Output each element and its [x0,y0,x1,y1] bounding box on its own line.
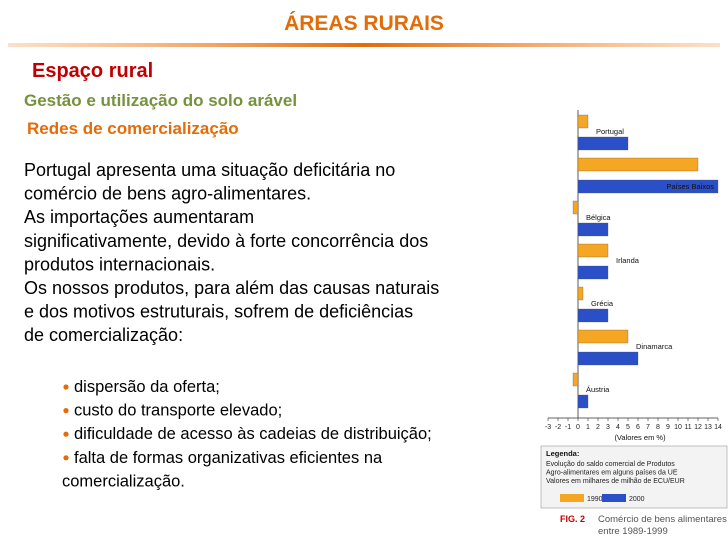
heading: Espaço rural [32,60,153,82]
subheading: Gestão e utilização do solo arável [24,91,297,110]
x-tick-label: -1 [565,424,571,431]
x-tick-label: 12 [694,424,702,431]
body-line: e dos motivos estruturais, sofrem de def… [24,302,413,322]
caption-text: Comércio de bens alimentares [598,514,727,525]
title-underline [8,43,720,47]
bullet-text: falta de formas organizativas eficientes… [74,449,383,467]
x-tick-label: -3 [545,424,551,431]
bar [572,372,579,387]
legend-text: Agro-alimentares em alguns países da UE [546,470,678,477]
x-tick-label: -2 [555,424,561,431]
bullet-text: dispersão da oferta; [74,378,220,396]
x-tick-label: 5 [626,424,630,431]
category-label: Grécia [591,299,614,308]
bullet-text: dificuldade de acesso às cadeias de dist… [74,425,432,443]
category-label: Bélgica [586,213,611,222]
x-tick-label: 0 [576,424,580,431]
topic: Redes de comercialização [27,119,239,138]
slide-title: ÁREAS RURAIS [284,12,444,35]
category-label: Países Baixos [666,182,714,191]
x-tick-label: 7 [646,424,650,431]
body-line: Portugal apresenta uma situação deficitá… [24,160,395,180]
caption-text: entre 1989-1999 [598,526,668,537]
legend-label: 1990 [587,496,603,503]
legend-swatch [602,494,626,502]
bullet-dot [63,408,69,414]
bar [577,243,609,258]
bar [577,157,699,172]
x-tick-label: 8 [656,424,660,431]
legend-swatch [560,494,584,502]
x-tick-label: 2 [596,424,600,431]
bullet-dot [63,431,69,437]
category-label: Portugal [596,127,624,136]
x-axis-label: (Valores em %) [614,433,666,442]
x-tick-label: 1 [586,424,590,431]
body-line: significativamente, devido à forte conco… [24,231,428,251]
bar [577,222,609,237]
bar [577,286,584,301]
body-line: produtos internacionais. [24,254,215,274]
bar [577,114,589,129]
category-label: Irlanda [616,256,640,265]
bar [577,351,639,366]
bar [577,308,609,323]
category-label: Dinamarca [636,342,673,351]
category-label: Áustria [586,385,610,394]
caption-label: FIG. 2 [560,514,585,524]
bar [577,179,719,194]
legend-label: 2000 [629,496,645,503]
legend-text: Evolução do saldo comercial de Produtos [546,461,675,468]
x-tick-label: 14 [714,424,722,431]
body-line: As importações aumentaram [24,207,254,227]
bullet-dot [63,455,69,461]
bar [577,329,629,344]
chart: -3 -2 -1 0 1 2 3 4 5 6 7 8 9 10 11 12 13 14(Valores em %)… [540,110,728,537]
legend-text: Valores em milhares de milhão de ECU/EUR [546,478,685,485]
x-tick-label: 10 [674,424,682,431]
bar [577,136,629,151]
bullet-text: custo do transporte elevado; [74,402,282,420]
body-line: comércio de bens agro-alimentares. [24,184,311,204]
x-tick-label: 13 [704,424,712,431]
bar [577,394,589,409]
bar [577,265,609,280]
bullet-text: comercialização. [62,472,185,490]
x-tick-label: 11 [684,424,691,431]
body-line: de comercialização: [24,325,183,345]
legend-title: Legenda: [546,449,579,458]
body-line: Os nossos produtos, para além das causas… [24,278,439,298]
body-text: Portugal apresenta uma situação deficitá… [24,160,439,490]
x-tick-label: 6 [636,424,640,431]
bullet-dot [63,384,69,390]
x-tick-label: 4 [616,424,620,431]
x-tick-label: 9 [666,424,670,431]
x-tick-label: 3 [606,424,610,431]
bar [572,200,579,215]
